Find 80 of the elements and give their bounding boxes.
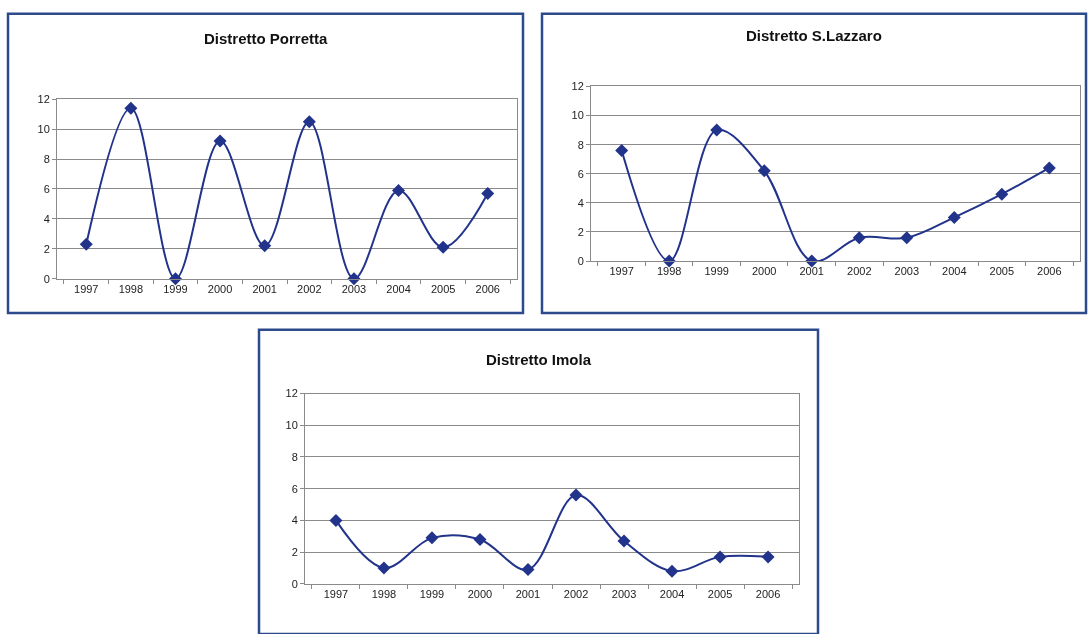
point: [900, 231, 914, 245]
point: [1042, 161, 1056, 175]
point: [213, 134, 227, 148]
x-tick-label: 2002: [847, 265, 872, 278]
y-tick-label: 6: [43, 182, 50, 195]
x-tick-label: 2000: [467, 588, 493, 601]
y-tick-label: 4: [43, 212, 50, 225]
x-tick-label: 2006: [755, 588, 781, 601]
x-tick-label: 1997: [74, 282, 99, 295]
point: [761, 550, 775, 564]
point: [615, 143, 629, 157]
x-tick-label: 2004: [942, 265, 967, 278]
x-tick-label: 2003: [341, 282, 367, 295]
x-tick-label: 2002: [297, 282, 322, 295]
x-tick-label: 2000: [751, 265, 777, 278]
x-tick-label: 2002: [563, 588, 589, 601]
x-tick-label: 1999: [419, 588, 445, 601]
x-tick-label: 2001: [252, 282, 277, 295]
y-tick-label: 8: [291, 450, 298, 463]
point: [569, 488, 583, 502]
y-tick-label: 8: [577, 138, 584, 151]
x-tick-label: 1998: [656, 265, 682, 278]
x-tick-label: 2001: [515, 588, 541, 601]
y-tick-label: 2: [577, 225, 584, 238]
y-tick-label: 10: [37, 122, 50, 135]
x-tick-label: 2003: [611, 588, 637, 601]
x-tick-label: 2005: [707, 588, 733, 601]
x-tick-label: 2005: [989, 265, 1015, 278]
y-tick-label: 12: [285, 387, 298, 400]
point: [258, 239, 272, 253]
y-tick-label: 6: [577, 167, 584, 180]
point: [377, 561, 391, 575]
y-tick-label: 6: [291, 482, 298, 495]
x-tick-label: 1997: [609, 265, 634, 278]
x-tick-label: 2000: [207, 282, 233, 295]
point: [302, 115, 316, 129]
point: [392, 183, 406, 197]
point: [124, 101, 138, 115]
y-tick-label: 0: [291, 577, 298, 590]
point: [852, 231, 866, 245]
x-tick-label: 2004: [659, 588, 685, 601]
y-tick-label: 12: [571, 80, 584, 93]
point: [665, 564, 679, 578]
point: [329, 513, 343, 527]
point: [481, 186, 495, 200]
chart-title: Distretto S.Lazzaro: [746, 27, 882, 44]
x-tick-label: 1999: [704, 265, 729, 278]
x-tick-label: 1998: [371, 588, 397, 601]
x-tick-label: 2004: [386, 282, 411, 295]
y-tick-label: 10: [285, 419, 298, 432]
y-tick-label: 2: [43, 242, 50, 255]
point: [947, 210, 961, 224]
point: [710, 123, 724, 137]
x-tick-label: 2005: [430, 282, 456, 295]
point: [995, 187, 1009, 201]
point: [713, 550, 727, 564]
x-tick-label: 1998: [118, 282, 144, 295]
y-tick-label: 12: [37, 93, 50, 106]
chart-title: Distretto Porretta: [204, 30, 329, 47]
y-tick-label: 2: [291, 545, 298, 558]
x-tick-label: 2003: [894, 265, 920, 278]
x-tick-label: 1999: [163, 282, 188, 295]
y-tick-label: 4: [291, 514, 298, 527]
point: [521, 563, 535, 577]
y-tick-label: 10: [571, 109, 584, 122]
y-tick-label: 0: [577, 254, 584, 267]
y-tick-label: 4: [577, 196, 584, 209]
point: [757, 164, 771, 178]
x-tick-label: 1997: [323, 588, 349, 601]
y-tick-label: 0: [43, 272, 50, 285]
chart-title: Distretto Imola: [486, 351, 592, 368]
x-tick-label: 2001: [799, 265, 824, 278]
point: [79, 237, 93, 251]
y-tick-label: 8: [43, 152, 50, 165]
x-tick-label: 2006: [1037, 265, 1062, 278]
x-tick-label: 2006: [475, 282, 500, 295]
point: [436, 240, 450, 254]
point: [473, 532, 487, 546]
point: [425, 531, 439, 545]
point: [617, 534, 631, 548]
